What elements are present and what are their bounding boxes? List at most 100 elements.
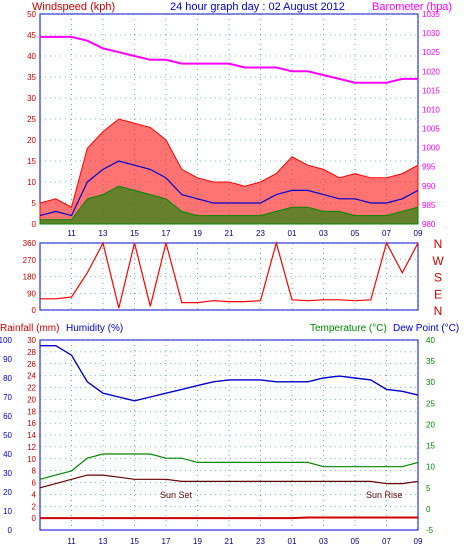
direction-tick-label: 360 — [23, 239, 37, 248]
rain-tick-label: 24 — [27, 372, 36, 381]
sunrise-label: Sun Rise — [366, 490, 403, 500]
temperature-tick-label: 20 — [426, 420, 435, 429]
climate-x-tick-label: 09 — [414, 537, 423, 546]
rain-tick-label: 6 — [32, 479, 37, 488]
climate-x-tick-label: 07 — [382, 537, 391, 546]
compass-label: N — [434, 237, 443, 251]
temperature-tick-label: 15 — [426, 442, 435, 451]
temperature-tick-label: 30 — [426, 378, 435, 387]
wind-tick-label: 30 — [27, 94, 36, 103]
temperature-tick-label: -5 — [426, 526, 434, 535]
wind-tick-label: 0 — [32, 220, 37, 229]
climate-x-tick-label: 23 — [256, 537, 265, 546]
barometer-tick-label: 1035 — [422, 10, 440, 19]
plot-layer: 0510152025303540455098098599099510001005… — [0, 10, 444, 546]
barometer-tick-label: 1015 — [422, 86, 440, 95]
barometer-axis-label: Barometer (hpa) — [372, 1, 452, 13]
climate-x-tick-label: 19 — [193, 537, 202, 546]
direction-tick-label: 180 — [23, 273, 37, 282]
climate-x-tick-label: 21 — [225, 537, 234, 546]
rain-tick-label: 4 — [32, 490, 37, 499]
barometer-tick-label: 1020 — [422, 67, 440, 76]
wind-x-tick-label: 17 — [162, 229, 171, 238]
wind-x-tick-label: 05 — [351, 229, 360, 238]
rain-tick-label: 16 — [27, 419, 36, 428]
barometer-series — [40, 35, 418, 84]
wind-tick-label: 20 — [27, 136, 36, 145]
rain-tick-label: 20 — [27, 395, 36, 404]
rain-tick-label: 12 — [27, 443, 36, 452]
humidity-axis-label: Humidity (%) — [66, 323, 123, 334]
wind-tick-label: 10 — [27, 178, 36, 187]
wind-axis-label: Windspeed (kph) — [32, 1, 115, 13]
humidity-tick-label: 30 — [3, 469, 12, 478]
wind-x-tick-label: 07 — [382, 229, 391, 238]
temperature-tick-label: 5 — [426, 484, 431, 493]
sunset-label: Sun Set — [160, 490, 193, 500]
humidity-tick-label: 0 — [8, 526, 13, 535]
dewpoint-series — [39, 474, 419, 489]
compass-label: S — [434, 271, 442, 285]
barometer-tick-label: 985 — [422, 201, 436, 210]
rain-tick-label: 2 — [32, 502, 37, 511]
barometer-tick-label: 1030 — [422, 29, 440, 38]
dewpoint-axis-label: Dew Point (°C) — [393, 323, 459, 334]
wind-tick-label: 35 — [27, 73, 36, 82]
humidity-tick-label: 90 — [3, 355, 12, 364]
barometer-tick-label: 980 — [422, 220, 436, 229]
chart-title: 24 hour graph day : 02 August 2012 — [170, 1, 345, 13]
humidity-series — [40, 345, 419, 402]
temperature-tick-label: 10 — [426, 463, 435, 472]
wind-tick-label: 45 — [27, 31, 36, 40]
temperature-series — [39, 453, 419, 480]
climate-x-tick-label: 17 — [162, 537, 171, 546]
wind-tick-label: 15 — [27, 157, 36, 166]
rainfall-series — [40, 516, 418, 520]
barometer-tick-label: 995 — [422, 163, 436, 172]
humidity-tick-label: 70 — [3, 393, 12, 402]
climate-x-tick-label: 05 — [351, 537, 360, 546]
climate-x-tick-label: 15 — [130, 537, 139, 546]
rain-tick-label: 10 — [27, 455, 36, 464]
rain-tick-label: 22 — [27, 384, 36, 393]
wind-x-tick-label: 01 — [288, 229, 297, 238]
rain-tick-label: 28 — [27, 348, 36, 357]
humidity-tick-label: 20 — [3, 488, 12, 497]
barometer-tick-label: 1025 — [422, 48, 440, 57]
wind-x-tick-label: 21 — [225, 229, 234, 238]
wind-x-tick-label: 23 — [256, 229, 265, 238]
humidity-tick-label: 50 — [3, 431, 12, 440]
temperature-tick-label: 25 — [426, 399, 435, 408]
temperature-tick-label: 35 — [426, 357, 435, 366]
rain-tick-label: 14 — [27, 431, 36, 440]
wind-low-series — [39, 185, 419, 225]
wind-x-tick-label: 11 — [67, 229, 76, 238]
climate-x-tick-label: 11 — [67, 537, 76, 546]
wind-x-tick-label: 13 — [99, 229, 108, 238]
humidity-tick-label: 40 — [3, 450, 12, 459]
compass-label: N — [434, 304, 443, 318]
climate-x-tick-label: 03 — [319, 537, 328, 546]
humidity-tick-label: 10 — [3, 507, 12, 516]
direction-tick-label: 90 — [27, 289, 36, 298]
temperature-tick-label: 0 — [426, 505, 431, 514]
rain-tick-label: 8 — [32, 467, 37, 476]
wind-average-series — [39, 160, 419, 217]
barometer-tick-label: 990 — [422, 182, 436, 191]
wind-x-tick-label: 09 — [414, 229, 423, 238]
rain-tick-label: 18 — [27, 407, 36, 416]
rain-tick-label: 30 — [27, 336, 36, 345]
compass-label: E — [434, 287, 442, 301]
rain-tick-label: 0 — [32, 514, 37, 523]
temperature-tick-label: 40 — [426, 336, 435, 345]
wind-tick-label: 40 — [27, 52, 36, 61]
wind-tick-label: 5 — [32, 199, 37, 208]
wind-tick-label: 25 — [27, 115, 36, 124]
wind-x-tick-label: 19 — [193, 229, 202, 238]
wind-x-tick-label: 03 — [319, 229, 328, 238]
direction-series — [40, 240, 419, 309]
wind-tick-label: 50 — [27, 10, 36, 19]
compass-label: W — [432, 254, 444, 268]
humidity-tick-label: 60 — [3, 412, 12, 421]
barometer-tick-label: 1000 — [422, 144, 440, 153]
